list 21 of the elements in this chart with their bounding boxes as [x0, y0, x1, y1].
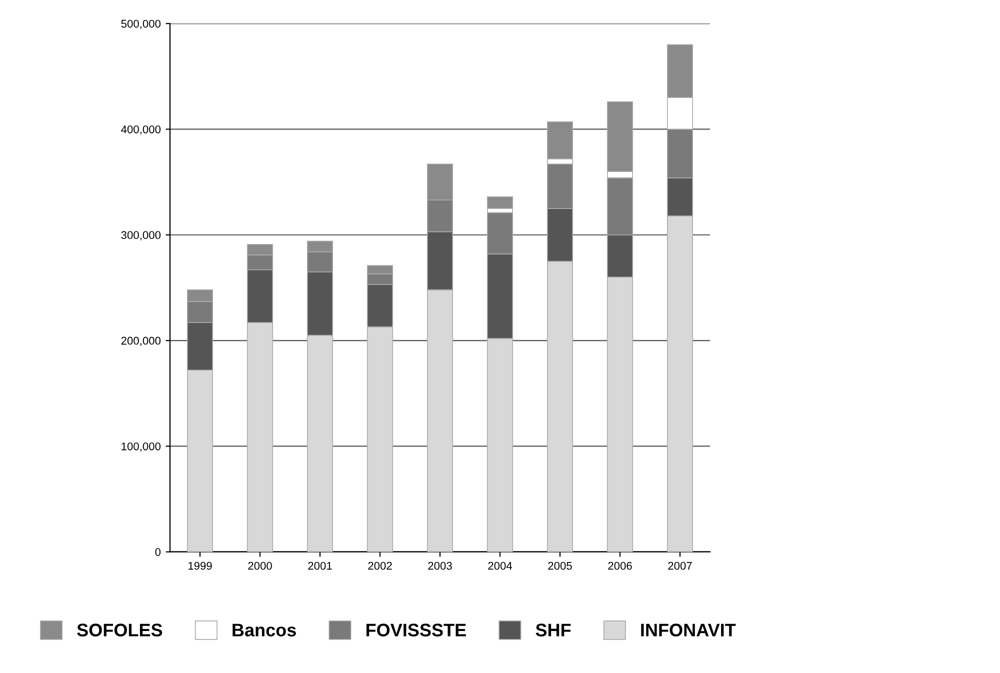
bar [486, 196, 514, 209]
y-tick-label: 100,000 [122, 442, 161, 452]
x-tick-label: 1999 [188, 562, 212, 570]
x-tick-label: 2006 [608, 562, 632, 570]
y-tick-label: 300,000 [121, 231, 161, 240]
legend-label: SHF [536, 624, 571, 636]
x-tick-label: 2002 [368, 562, 392, 570]
y-tick-label: 0 [155, 548, 161, 556]
y-tick-label: 200,000 [121, 336, 161, 346]
y-tick-label: 500,000 [121, 20, 161, 30]
x-tick-label: 2004 [488, 562, 512, 570]
legend-label: FOVISSSTE [366, 624, 466, 636]
legend-label: SOFOLES [77, 624, 162, 636]
x-tick-label: 2001 [308, 562, 332, 570]
legend-label: Bancos [232, 624, 296, 636]
x-tick-label: 2007 [668, 562, 692, 570]
x-tick-label: 2005 [548, 562, 572, 570]
x-tick-label: 2003 [428, 562, 452, 570]
legend-label: INFONAVIT [641, 624, 736, 636]
x-tick-label: 2000 [248, 562, 272, 570]
y-tick-label: 400,000 [121, 125, 161, 135]
